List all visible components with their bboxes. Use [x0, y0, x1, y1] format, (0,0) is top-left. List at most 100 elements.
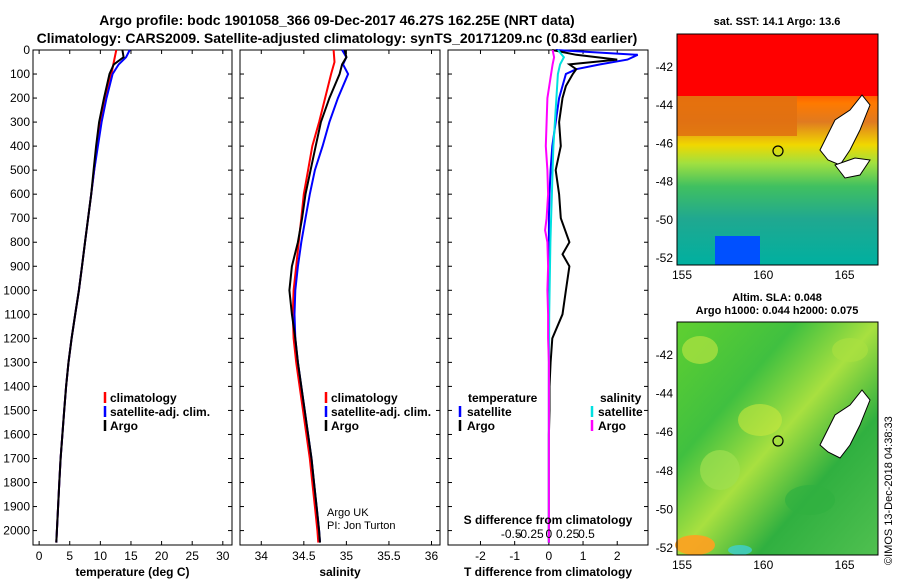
sst-lat-tick: -52: [656, 251, 674, 265]
sst-map: [676, 33, 879, 266]
sst-cold-patch: [715, 236, 760, 265]
sla-lat-tick: -44: [656, 387, 674, 401]
x-tick-label-2: 0.5: [578, 527, 595, 541]
sla-lat-tick: -48: [656, 464, 674, 478]
salinity-panel: 34 34.5 35 35.5 36 salinity climatologysatelli…: [239, 49, 441, 579]
y-tick-label: 2000: [3, 524, 30, 538]
x-tick-label: 10: [94, 549, 108, 563]
sst-lon-tick: 160: [753, 268, 773, 282]
x-axis-label: salinity: [319, 565, 361, 579]
legend-label: satellite: [467, 405, 512, 419]
sst-lon-tick: 165: [835, 268, 855, 282]
legend-label: satellite-adj. clim.: [110, 405, 210, 419]
sla-lat-tick: -50: [656, 502, 674, 516]
sst-orange-region: [677, 96, 797, 136]
y-tick-label: 1000: [3, 283, 30, 297]
y-tick-label: 100: [10, 67, 30, 81]
x-tick-label-2: 0.25: [556, 527, 580, 541]
sst-land: [819, 94, 871, 166]
x-tick-label: 34.5: [292, 549, 316, 563]
plot-frame: [239, 49, 441, 546]
sst-warm-region: [677, 34, 878, 96]
y-tick-label: 700: [10, 211, 30, 225]
x-tick-label: 34: [255, 549, 269, 563]
x-tick-label: 1: [580, 549, 587, 563]
y-tick-label: 0: [23, 43, 30, 57]
title-line-2: Climatology: CARS2009. Satellite-adjuste…: [37, 30, 638, 46]
y-tick-label: 1500: [3, 403, 30, 417]
sst-lat-tick: -42: [656, 60, 674, 74]
sla-lon-tick: 155: [672, 558, 692, 572]
y-tick-label: 1800: [3, 476, 30, 490]
annotation-text: Argo UK: [327, 507, 369, 519]
legend-title-salinity: salinity: [600, 391, 642, 405]
y-tick-label: 300: [10, 115, 30, 129]
y-tick-label: 1200: [3, 331, 30, 345]
legend-label: Argo: [598, 419, 626, 433]
sst-lat-tick: -50: [656, 213, 674, 227]
sst-land-south: [834, 157, 871, 179]
x-tick-label: 35.5: [377, 549, 401, 563]
series-line-argo: [544, 49, 556, 543]
sst-map-title: sat. SST: 14.1 Argo: 13.6: [714, 16, 841, 28]
series-line-argo: [55, 49, 125, 543]
legend-label: Argo: [110, 419, 138, 433]
sla-lon-tick: 165: [835, 558, 855, 572]
x-tick-label: 0: [546, 549, 553, 563]
x-tick-label: 0: [36, 549, 43, 563]
sla-argo-marker: [772, 435, 784, 447]
legend-label: climatology: [331, 391, 398, 405]
sla-lon-tick: 160: [753, 558, 773, 572]
sla-lat-tick: -46: [656, 425, 674, 439]
sla-lat-tick: -42: [656, 348, 674, 362]
sst-lon-tick: 155: [672, 268, 692, 282]
y-tick-label: 900: [10, 259, 30, 273]
x-axis-label-2: S difference from climatology: [464, 513, 633, 527]
legend-title-temperature: temperature: [468, 391, 538, 405]
sst-argo-marker: [772, 145, 784, 157]
legend-label: Argo: [467, 419, 495, 433]
x-tick-label: 25: [186, 549, 200, 563]
y-tick-label: 1900: [3, 500, 30, 514]
y-tick-label: 800: [10, 235, 30, 249]
x-tick-label: 2: [614, 549, 621, 563]
legend-label: Argo: [331, 419, 359, 433]
series-line-argo: [288, 49, 348, 543]
credit-stamp: ©IMOS 13-Dec-2018 04:38:33: [883, 416, 895, 565]
sla-land: [819, 389, 871, 459]
y-tick-label: 500: [10, 163, 30, 177]
y-tick-label: 1300: [3, 355, 30, 369]
temperature-panel: 0100200300400500600700800900100011001200…: [3, 43, 233, 579]
x-axis-label: temperature (deg C): [75, 565, 189, 579]
y-tick-label: 400: [10, 139, 30, 153]
x-tick-label-2: -0.25: [516, 527, 544, 541]
x-tick-label: 30: [216, 549, 230, 563]
sst-lat-tick: -46: [656, 136, 674, 150]
legend-label: satellite: [598, 405, 643, 419]
y-tick-label: 200: [10, 91, 30, 105]
x-axis-label: T difference from climatology: [464, 565, 632, 579]
sla-map-title-1: Altim. SLA: 0.048: [732, 292, 822, 304]
plot-frame: [32, 49, 233, 546]
x-tick-label: 5: [66, 549, 73, 563]
sla-map: [675, 321, 879, 556]
x-tick-label: -2: [475, 549, 486, 563]
legend-label: satellite-adj. clim.: [331, 405, 431, 419]
sla-lat-tick: -52: [656, 541, 674, 555]
y-tick-label: 1400: [3, 379, 30, 393]
legend-label: climatology: [110, 391, 177, 405]
difference-panel: -2 -1 0 1 2 T difference from climatology temp…: [447, 49, 649, 579]
sst-lat-tick: -48: [656, 175, 674, 189]
y-tick-label: 1600: [3, 427, 30, 441]
x-tick-label-2: -0.5: [501, 527, 522, 541]
y-tick-label: 1100: [4, 307, 30, 321]
x-tick-label: 20: [155, 549, 169, 563]
sla-map-title-2: Argo h1000: 0.044 h2000: 0.075: [696, 305, 859, 317]
annotation-text: PI: Jon Turton: [327, 520, 395, 532]
x-tick-label: -1: [509, 549, 520, 563]
series-line-climatology: [291, 49, 336, 543]
x-tick-label: 15: [124, 549, 138, 563]
sst-lat-tick: -44: [656, 98, 674, 112]
